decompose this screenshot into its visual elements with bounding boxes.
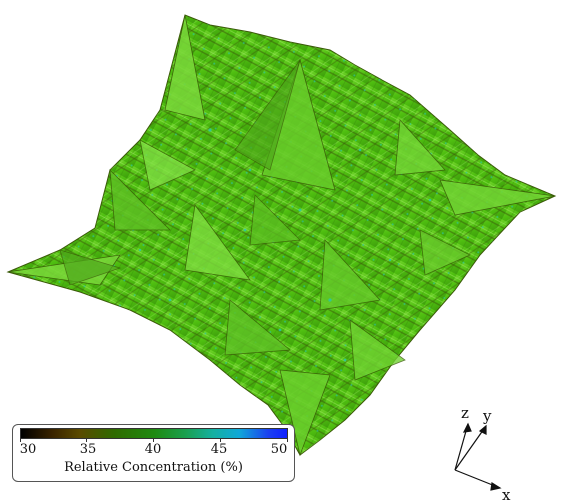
colorbar-tick [287,438,288,442]
colorbar-tick-label: 40 [144,442,162,457]
colorbar-tick-label: 45 [210,442,228,457]
colorbar-tick [20,438,21,442]
axis-label-x: x [502,486,511,504]
colorbar-title: Relative Concentration (%) [64,460,243,475]
colorbar-tick [86,438,87,442]
axis-label-z: z [461,404,469,422]
axis-triad [454,422,502,491]
colorbar-tick-label: 35 [79,442,97,457]
concentration-accents [138,128,432,362]
colorbar-tick-label: 50 [270,442,288,457]
axis-label-y: y [483,407,492,425]
colorbar-tick-label: 30 [19,442,37,457]
colorbar-gradient [20,428,288,439]
colorbar-tick [153,438,154,442]
colorbar-tick [220,438,221,442]
dendrite-arms [7,14,556,457]
